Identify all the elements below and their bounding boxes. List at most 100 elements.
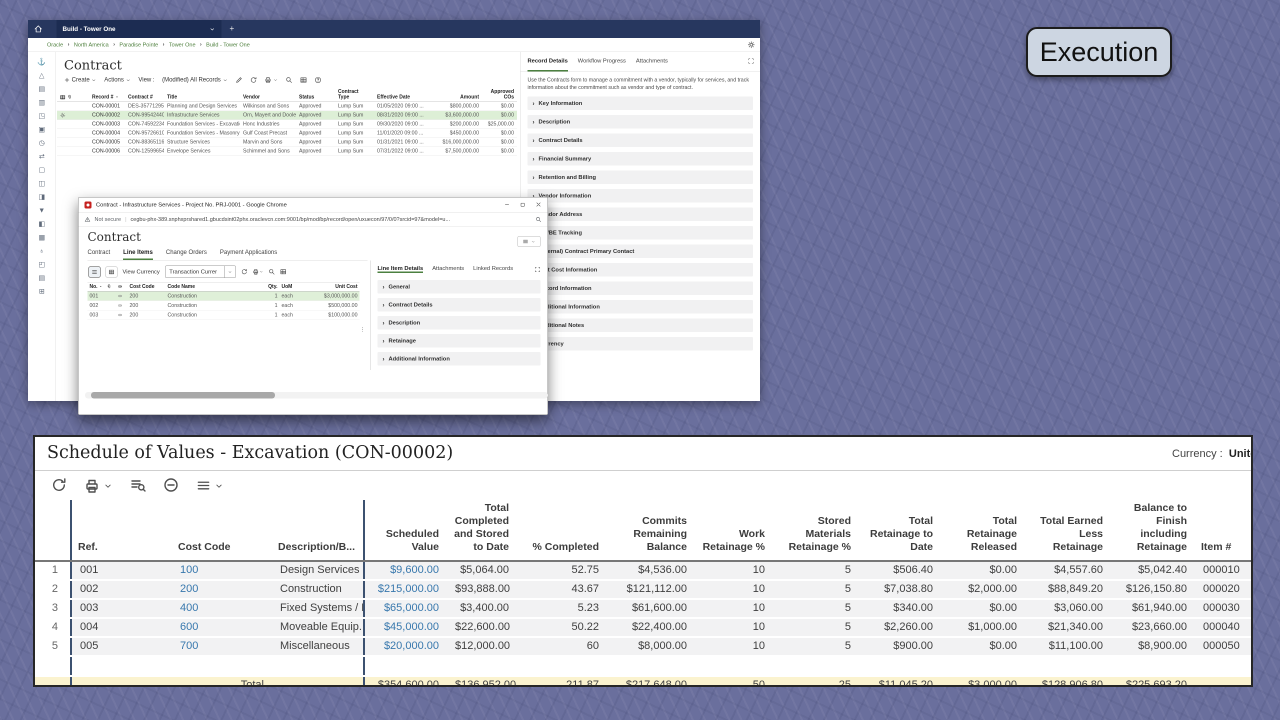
scheduled-value-link[interactable]: $45,000.00 — [383, 621, 439, 633]
sidebar-icon[interactable]: ▣ — [38, 125, 46, 133]
detail-section-contract-details[interactable]: › Contract Details — [377, 298, 541, 312]
column-view-icon[interactable] — [105, 266, 118, 278]
tab-change-orders[interactable]: Change Orders — [165, 248, 207, 256]
grid-view-icon[interactable] — [88, 266, 101, 278]
row-gear-icon[interactable] — [60, 112, 66, 118]
detail-section-description[interactable]: › Description — [377, 316, 541, 330]
sidebar-icon[interactable]: ▥ — [38, 98, 46, 106]
tab-contract[interactable]: Contract — [87, 248, 111, 256]
tab-line-item-details[interactable]: Line Item Details — [377, 265, 424, 273]
menu-icon[interactable] — [196, 478, 224, 493]
expand-icon[interactable] — [535, 267, 541, 273]
grid-settings-icon[interactable] — [300, 76, 307, 83]
tab-workflow-progress[interactable]: Workflow Progress — [577, 58, 626, 64]
home-icon[interactable] — [34, 25, 43, 34]
sidebar-icon[interactable]: ▤ — [38, 84, 46, 93]
section-additional-notes[interactable]: ›Additional Notes — [527, 318, 753, 333]
sidebar-icon[interactable]: ◧ — [38, 219, 46, 228]
print-icon[interactable] — [84, 478, 113, 494]
scheduled-value-link[interactable]: $215,000.00 — [377, 583, 439, 595]
breadcrumb-paradise-pointe[interactable]: Paradise Pointe — [119, 41, 159, 48]
pane-drag-handle[interactable] — [360, 325, 366, 334]
close-icon[interactable] — [536, 200, 542, 209]
sidebar-icon[interactable]: ◷ — [38, 138, 45, 147]
tab-attachments[interactable]: Attachments — [432, 265, 465, 272]
breadcrumb-build-tower-one[interactable]: Build - Tower One — [206, 41, 250, 48]
print-icon[interactable] — [252, 267, 263, 276]
cost-code-link[interactable]: 100 — [180, 564, 199, 576]
view-selector[interactable]: (Modified) All Records — [162, 76, 228, 83]
line-item-row[interactable]: 002 200 Construction 1 each $500,000.00 — [87, 300, 360, 311]
line-item-row-selected[interactable]: 001 200 Construction 1 each $3,000,000.0… — [87, 291, 360, 301]
grid-settings-icon[interactable] — [280, 267, 287, 276]
address-bar[interactable]: Not secure | cegbu-phx-389.snphxprshared… — [78, 213, 548, 227]
section-additional-information[interactable]: ›Additional Information — [527, 300, 753, 314]
scheduled-value-link[interactable]: $9,600.00 — [390, 564, 439, 576]
contract-row[interactable]: CON-00006 CON-12599654 Envelope Services Sc… — [57, 146, 517, 156]
search-icon[interactable] — [268, 267, 275, 276]
section-retention-and-billing[interactable]: › Retention and Billing — [527, 170, 753, 185]
layout-menu-button[interactable] — [517, 236, 541, 247]
contract-row[interactable]: CON-00005 CON-88365116 Structure Services M… — [57, 137, 517, 147]
section-currency[interactable]: ›Currency — [527, 337, 753, 351]
section-key-information[interactable]: › Key Information — [527, 96, 753, 111]
create-button[interactable]: Create — [64, 76, 97, 83]
refresh-icon[interactable] — [250, 76, 257, 83]
cost-code-link[interactable]: 400 — [180, 602, 199, 614]
actions-button[interactable]: Actions — [104, 76, 131, 83]
section-mwbe-tracking[interactable]: ›MWBE Tracking — [527, 226, 753, 240]
sidebar-icon[interactable]: ▢ — [38, 165, 46, 174]
sov-row[interactable]: 5 005 700 Miscellaneous $20,000.00 $12,0… — [35, 636, 1251, 657]
refresh-icon[interactable] — [241, 267, 248, 276]
contract-row[interactable]: CON-00001 DES-35771295 Planning and Design… — [57, 101, 517, 111]
collapse-icon[interactable] — [163, 477, 179, 495]
section-record-information[interactable]: ›Record Information — [527, 281, 753, 296]
sidebar-icon[interactable]: ▼ — [38, 206, 46, 214]
tab-line-items[interactable]: Line Items — [123, 247, 153, 260]
tab-record-details[interactable]: Record Details — [527, 58, 568, 72]
sidebar-icon[interactable]: ♁ — [39, 246, 45, 255]
detail-section-additional-information[interactable]: › Additional Information — [377, 352, 541, 366]
tab-linked-records[interactable]: Linked Records — [473, 265, 514, 272]
detail-section-retainage[interactable]: › Retainage — [377, 334, 541, 348]
sov-row[interactable]: 3 003 400 Fixed Systems / E... $65,000.0… — [35, 598, 1251, 619]
tab-payment-applications[interactable]: Payment Applications — [219, 248, 278, 256]
sidebar-icon[interactable]: ◫ — [38, 179, 46, 187]
help-icon[interactable] — [314, 76, 321, 83]
cost-code-link[interactable]: 600 — [180, 621, 199, 633]
currency-select[interactable]: Transaction Currer — [164, 265, 236, 278]
sov-row[interactable]: 4 004 600 Moveable Equip... $45,000.00 $… — [35, 617, 1251, 638]
section-financial-summary[interactable]: › Financial Summary — [527, 152, 753, 166]
detail-section-general[interactable]: › General — [377, 280, 541, 294]
sidebar-icon[interactable]: ⚓ — [37, 57, 47, 66]
sidebar-icon[interactable]: ⊞ — [38, 287, 45, 295]
print-icon[interactable] — [264, 76, 278, 83]
scheduled-value-link[interactable]: $65,000.00 — [383, 602, 439, 614]
edit-pencil-icon[interactable] — [235, 76, 242, 83]
search-icon[interactable] — [285, 76, 292, 83]
window-horizontal-scrollbar[interactable] — [85, 392, 548, 399]
line-item-row[interactable]: 003 200 Construction 1 each $100,000.00 — [87, 310, 360, 320]
contract-row-selected[interactable]: CON-00002 CON-99542440 Infrastructure Serv… — [57, 110, 517, 120]
popup-title-bar[interactable]: Contract - Infrastructure Services - Pro… — [78, 198, 548, 213]
breadcrumb-north-america[interactable]: North America — [73, 41, 109, 48]
contract-row[interactable]: CON-00004 CON-95726610 Foundation Services… — [57, 128, 517, 138]
sidebar-icon[interactable]: △ — [39, 71, 45, 79]
sidebar-icon[interactable]: ◰ — [38, 260, 46, 268]
select-all-icon[interactable] — [60, 94, 66, 100]
chevron-down-icon[interactable] — [209, 25, 216, 32]
section-vendor-information[interactable]: › Vendor Information — [527, 189, 753, 203]
refresh-icon[interactable] — [51, 477, 67, 495]
workspace-tab[interactable]: Build - Tower One — [56, 20, 222, 38]
section-unit-cost-information[interactable]: ›Unit Cost Information — [527, 263, 753, 277]
cost-code-link[interactable]: 700 — [180, 640, 199, 652]
minimize-icon[interactable] — [504, 200, 510, 209]
contract-row[interactable]: CON-00003 CON-74592234 Foundation Services… — [57, 119, 517, 129]
section-vendor-address[interactable]: ›Vendor Address — [527, 207, 753, 222]
zoom-search-icon[interactable] — [536, 216, 542, 222]
section-contract-details[interactable]: › Contract Details — [527, 133, 753, 148]
cost-code-link[interactable]: 200 — [180, 583, 199, 595]
section-internal-contract-primary-contact[interactable]: ›(Internal) Contract Primary Contact — [527, 244, 753, 259]
sidebar-icon[interactable]: ▤ — [38, 273, 46, 282]
tab-attachments[interactable]: Attachments — [635, 58, 668, 64]
